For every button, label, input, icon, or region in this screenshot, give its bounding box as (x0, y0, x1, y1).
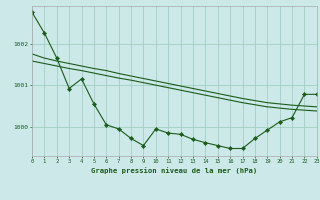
X-axis label: Graphe pression niveau de la mer (hPa): Graphe pression niveau de la mer (hPa) (91, 167, 258, 174)
